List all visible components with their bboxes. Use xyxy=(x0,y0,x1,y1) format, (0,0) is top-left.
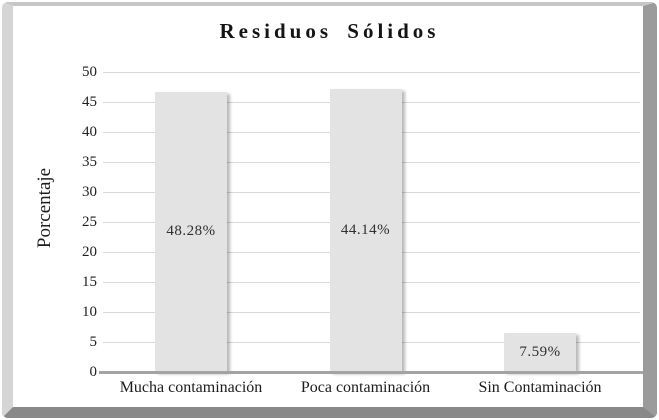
x-category-label: Sin Contaminación xyxy=(478,379,602,396)
bar-data-label: 7.59% xyxy=(519,344,561,360)
bar-1: 48.28% xyxy=(155,91,227,372)
y-axis-title: Porcentaje xyxy=(34,167,55,249)
y-tick-label: 35 xyxy=(82,154,97,170)
y-tick-label: 25 xyxy=(82,214,97,230)
y-tick-label: 0 xyxy=(89,364,98,380)
bar-3: 7.59% xyxy=(504,333,576,372)
y-tick-label: 15 xyxy=(82,274,97,290)
y-tick-label: 40 xyxy=(82,124,97,140)
x-category-label: Mucha contaminación xyxy=(119,379,263,396)
gridline xyxy=(103,72,640,73)
chart-title: Residuos Sólidos xyxy=(219,19,440,43)
bar-data-label: 48.28% xyxy=(166,223,216,240)
y-tick-label: 50 xyxy=(82,64,97,80)
x-category-label: Poca contaminación xyxy=(300,379,431,396)
bar-data-label: 44.14% xyxy=(340,221,391,238)
bar-2: 44.14% xyxy=(329,88,402,372)
y-tick-label: 5 xyxy=(89,334,98,350)
y-tick-label: 10 xyxy=(82,304,97,320)
y-tick-label: 45 xyxy=(82,94,97,110)
x-axis-line xyxy=(99,371,644,374)
y-tick-label: 30 xyxy=(82,184,97,200)
y-tick-label: 20 xyxy=(82,244,97,260)
